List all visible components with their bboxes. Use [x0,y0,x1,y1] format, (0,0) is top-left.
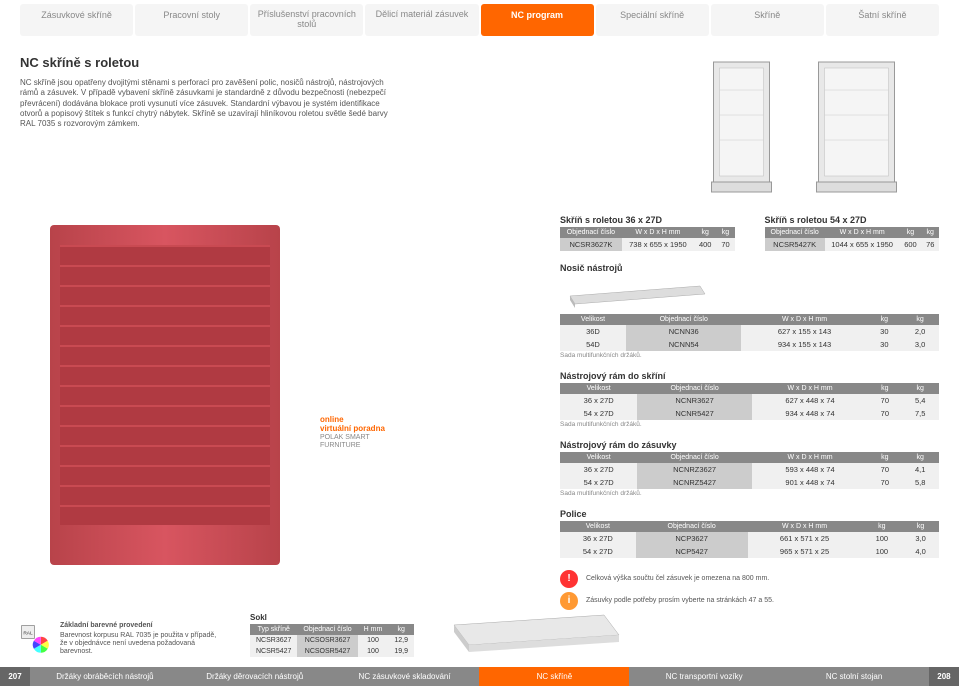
nosic-image [560,276,710,311]
svg-text:RAL: RAL [23,630,33,636]
bottom-row: RAL Základní barevné provedení Barevnost… [0,610,959,667]
nav-delici[interactable]: Dělicí materiál zásuvek [365,4,478,36]
footer-item-0[interactable]: Držáky obráběcích nástrojů [30,667,180,686]
table-ram-zasuvka: Nástrojový rám do zásuvky VelikostObjedn… [560,440,939,497]
nav-zasuvkove[interactable]: Zásuvkové skříně [20,4,133,36]
watermark: online virtuální poradna POLAK SMART FUR… [320,415,385,451]
footer-item-2[interactable]: NC zásuvkové skladování [330,667,480,686]
nav-pracovni[interactable]: Pracovní stoly [135,4,248,36]
nav-nc-program[interactable]: NC program [481,4,594,36]
table-police: Police VelikostObjednací čísloW x D x H … [560,509,939,558]
ral-icon: RAL [20,624,52,656]
table-nosic: Nosič nástrojů VelikostObjednací čísloW … [560,263,939,359]
red-cabinet-photo [50,225,280,565]
cabinet-diagram-36 [709,60,774,200]
drawer-image [444,610,624,655]
page-title: NC skříně s roletou [20,55,560,70]
page-number-right: 208 [929,667,959,686]
ral-block: RAL Základní barevné provedení Barevnost… [20,622,220,657]
nav-prislusenstvi[interactable]: Příslušenství pracovních stolů [250,4,363,36]
info-drawers: i Zásuvky podle potřeby prosím vyberte n… [560,592,939,610]
footer-item-1[interactable]: Držáky děrovacích nástrojů [180,667,330,686]
nav-skrine[interactable]: Skříně [711,4,824,36]
cabinet-diagrams [580,60,939,200]
footer-nav: 207 Držáky obráběcích nástrojů Držáky dě… [0,667,959,686]
nav-satni[interactable]: Šatní skříně [826,4,939,36]
cabinet-diagram-54 [814,60,899,200]
warning-icon: ! [560,570,578,588]
warning-height: ! Celková výška součtu čel zásuvek je om… [560,570,939,588]
sokl-block: Sokl Typ skříněObjednací čísloH mmkg NCS… [250,613,414,657]
footer-item-4[interactable]: NC transportní vozíky [629,667,779,686]
footer-item-3[interactable]: NC skříně [479,667,629,686]
info-icon: i [560,592,578,610]
page-number-left: 207 [0,667,30,686]
main-area: online virtuální poradna POLAK SMART FUR… [0,215,959,610]
description: NC skříně jsou opatřeny dvojitými stěnam… [20,78,390,130]
table-ram-skrin: Nástrojový rám do skříní VelikostObjedna… [560,371,939,428]
top-nav: Zásuvkové skříně Pracovní stoly Přísluše… [0,0,959,40]
table-cabinet-54: Skříň s roletou 54 x 27D Objednací číslo… [765,215,940,251]
footer-item-5[interactable]: NC stolní stojan [779,667,929,686]
content: NC skříně s roletou NC skříně jsou opatř… [0,40,959,205]
table-cabinet-36: Skříň s roletou 36 x 27D Objednací číslo… [560,215,735,251]
nav-specialni[interactable]: Speciální skříně [596,4,709,36]
